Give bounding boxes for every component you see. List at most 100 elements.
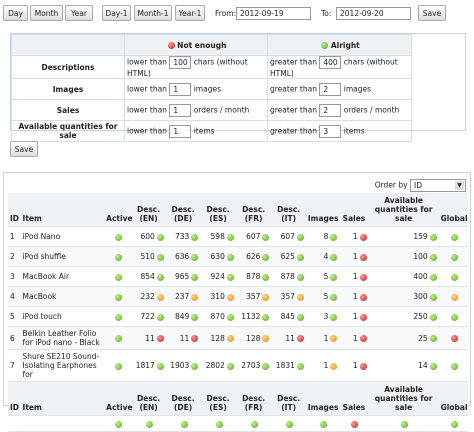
high-threshold: greater than 400 chars (without HTML) — [267, 55, 412, 79]
low-input[interactable]: 1 — [169, 103, 192, 117]
from-input[interactable]: 2012-09-19 — [236, 7, 311, 20]
footer-status — [339, 415, 369, 432]
metric: 5 — [305, 266, 340, 287]
metric-value: 733 — [175, 232, 190, 241]
toolbar-save[interactable]: Save — [418, 5, 446, 21]
status-dot — [401, 420, 409, 428]
metric-value: 310 — [210, 292, 225, 301]
metric-value: 630 — [210, 252, 225, 261]
low-input[interactable]: 1 — [169, 124, 192, 138]
metric: 128 — [235, 326, 272, 350]
column-header: Desc. (ES) — [200, 381, 236, 416]
metric-value: 11 — [285, 333, 295, 343]
metric: 1 — [339, 246, 369, 267]
settings-save[interactable]: Save — [10, 141, 38, 157]
column-header: Desc. (FR) — [235, 381, 272, 416]
status-dot — [296, 273, 304, 281]
status-dot — [359, 273, 367, 281]
global — [438, 286, 468, 307]
metric: 878 — [235, 266, 272, 287]
metric-value: 870 — [210, 312, 225, 321]
active — [104, 349, 132, 382]
column-header: Desc. (DE) — [165, 193, 201, 227]
high-unit: images — [343, 84, 372, 93]
to-input[interactable]: 2012-09-20 — [336, 7, 411, 20]
status-dot — [226, 335, 234, 342]
metric: 1 — [339, 349, 369, 382]
metric-value: 849 — [175, 312, 190, 321]
metric-value: 965 — [175, 272, 190, 281]
status-dot — [156, 293, 164, 301]
metric-value: 1 — [323, 333, 329, 343]
metric: 2703 — [235, 349, 272, 382]
offset-button[interactable]: Month-1 — [134, 5, 172, 21]
metric-value: 1132 — [241, 312, 261, 321]
status-dot — [330, 233, 338, 241]
status-dot — [296, 313, 304, 321]
period-button[interactable]: Day — [3, 5, 28, 21]
status-dot — [191, 233, 199, 241]
metric: 14 — [368, 349, 439, 382]
status-dot — [115, 253, 123, 261]
status-dot — [191, 273, 199, 281]
header-row: ID Item Active Desc. (EN) Desc. (DE) Desc. (E… — [8, 193, 468, 227]
high-input[interactable]: 400 — [319, 56, 342, 69]
item-name: MacBook — [20, 286, 105, 307]
order-by-select[interactable]: ID ▼ — [410, 179, 466, 192]
status-dot — [359, 293, 367, 301]
active — [104, 266, 132, 287]
not-enough: Not enough — [177, 40, 227, 50]
metric-value: 854 — [140, 272, 155, 281]
footer-status — [271, 415, 306, 432]
high-input[interactable]: 3 — [319, 124, 342, 138]
status-dot — [330, 335, 338, 342]
metric: 232 — [131, 286, 166, 307]
status-dot — [115, 293, 123, 301]
metric-value: 100 — [413, 252, 428, 261]
low-text: lower than — [127, 57, 167, 67]
select-arrow: ▼ — [455, 181, 464, 190]
status-dot — [450, 253, 458, 261]
low-input[interactable]: 1 — [169, 82, 192, 96]
global — [438, 266, 468, 287]
metric-value: 2802 — [205, 361, 225, 370]
metric: 849 — [165, 306, 201, 327]
metric-value: 300 — [413, 292, 428, 301]
metric: 2802 — [200, 349, 236, 382]
status-dot — [450, 362, 458, 370]
metric-value: 1 — [352, 292, 358, 301]
item-name: iPod Nano — [20, 226, 105, 247]
offset-button[interactable]: Day-1 — [102, 5, 131, 21]
metric: 100 — [368, 246, 439, 267]
status-dot — [226, 313, 234, 321]
footer-status — [200, 415, 236, 432]
metric: 854 — [131, 266, 166, 287]
low-unit: orders / month — [193, 105, 250, 114]
metric: 733 — [165, 226, 201, 247]
column-header: Desc. (IT) — [271, 381, 306, 416]
period-button[interactable]: Month — [30, 5, 63, 21]
status-dot — [296, 362, 304, 370]
metric-value: 4 — [323, 252, 329, 261]
high-input[interactable]: 2 — [319, 103, 342, 117]
footer-status — [305, 415, 340, 432]
status-dot — [115, 273, 123, 281]
item-name: iPod shuffle — [20, 246, 105, 267]
high-text: greater than — [270, 105, 317, 114]
period-button[interactable]: Year — [65, 5, 93, 21]
high-input[interactable]: 2 — [319, 82, 342, 96]
column-header: ID — [8, 381, 21, 416]
status-dot — [450, 420, 458, 428]
offset-button[interactable]: Year-1 — [175, 5, 205, 21]
criterion: Descriptions — [11, 55, 125, 79]
metric: 1903 — [165, 349, 201, 382]
metric: 8 — [305, 226, 340, 247]
status-dot — [359, 362, 367, 370]
metric-value: 11 — [179, 333, 190, 343]
metric: 510 — [131, 246, 166, 267]
low-input[interactable]: 100 — [169, 56, 192, 69]
active — [104, 226, 132, 247]
metric-value: 2703 — [241, 361, 261, 370]
status-dot — [180, 420, 188, 428]
metric-value: 11 — [145, 333, 155, 343]
